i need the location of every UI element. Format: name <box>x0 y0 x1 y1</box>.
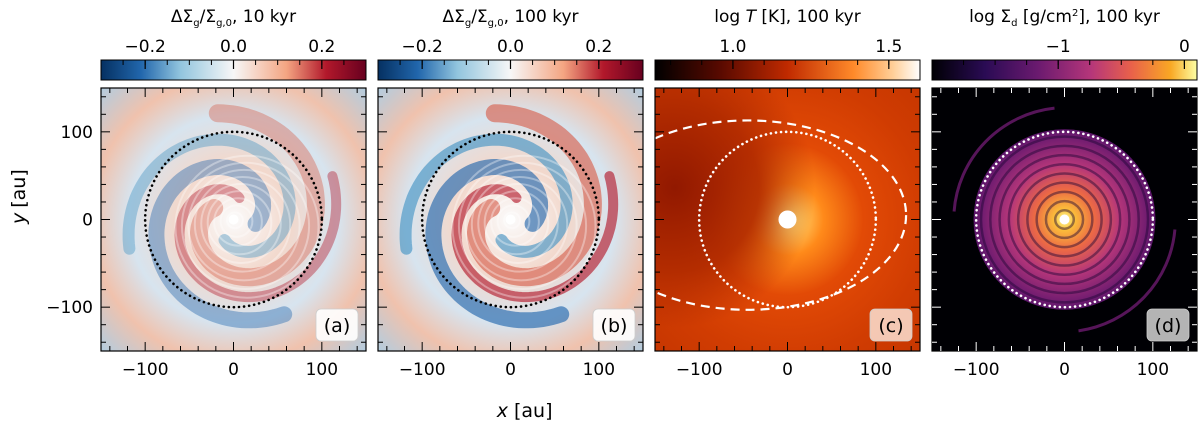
ripple <box>187 168 301 282</box>
y-axis-label-var: y <box>8 212 30 225</box>
x-tick-label: −100 <box>399 360 446 380</box>
colorbar-tick-label: −0.2 <box>125 37 166 57</box>
star <box>1059 214 1070 225</box>
ripple <box>206 190 273 256</box>
ripple <box>174 154 320 299</box>
colorbar-title: log T [K], 100 kyr <box>714 7 860 27</box>
dashed-ellipse <box>655 119 908 311</box>
ripple <box>451 154 597 299</box>
panel-label-box <box>315 308 359 342</box>
spiral-arm <box>174 171 342 303</box>
dust-gap <box>989 144 1140 295</box>
x-tick-label: 100 <box>1137 360 1169 380</box>
outer-arc <box>952 106 1055 212</box>
spiral-arm <box>425 159 570 329</box>
colorbar-tick-label: 1.5 <box>875 37 902 57</box>
dust-gap <box>998 153 1131 286</box>
colorbar <box>931 59 1198 81</box>
ripple <box>496 204 531 238</box>
colorbar-tick-label: 0.2 <box>308 37 335 57</box>
y-axis-label-unit: [au] <box>8 169 30 208</box>
x-tick-label: 100 <box>583 360 615 380</box>
panel-3: 1.0 1.5 log T [K], 100 kyr −100 0 100 (c) <box>654 7 921 380</box>
star <box>228 214 239 225</box>
x-tick-label: −100 <box>676 360 723 380</box>
panel-label: (d) <box>1155 315 1182 337</box>
ripple <box>213 197 263 247</box>
x-tick-label: 100 <box>306 360 338 380</box>
colorbar-title: ΔΣg/Σg,0, 10 kyr <box>171 7 296 29</box>
reference-circle <box>697 130 878 309</box>
star <box>505 214 516 225</box>
reference-circle <box>143 130 324 309</box>
y-tick-label: 100 <box>61 123 93 143</box>
spiral-arm <box>122 133 296 258</box>
ripple <box>200 183 282 264</box>
panel-label-box <box>592 308 636 342</box>
x-tick-label: −100 <box>122 360 169 380</box>
spiral-arm <box>399 133 573 258</box>
x-tick-label: 0 <box>505 360 516 380</box>
ripple <box>226 211 244 230</box>
x-axis-label-unit: [au] <box>514 400 553 422</box>
reference-circle <box>420 130 601 309</box>
ripple <box>503 211 521 230</box>
y-tick-label: −100 <box>46 298 93 318</box>
ripple <box>477 183 559 264</box>
dust-gap <box>1053 209 1076 230</box>
colorbar-title: log Σd [g/cm2], 100 kyr <box>969 7 1160 29</box>
dust-gap <box>1035 190 1094 249</box>
colorbar-tick-label: 0.0 <box>497 37 524 57</box>
x-tick-label: 0 <box>1059 360 1070 380</box>
panel-2: −0.2 0.0 0.2 ΔΣg/Σg,0, 100 kyr −100 0 100 (b) <box>377 7 644 380</box>
colorbar-title: ΔΣg/Σg,0, 100 kyr <box>442 7 578 29</box>
colorbar-tick-label: 0 <box>1179 37 1190 57</box>
x-tick-label: 0 <box>228 360 239 380</box>
spiral-arm <box>148 159 293 329</box>
panel-label-box <box>869 308 913 342</box>
x-tick-label: 0 <box>782 360 793 380</box>
ripple <box>464 168 578 282</box>
spiral-arm <box>467 104 602 287</box>
dust-gap <box>1007 163 1122 276</box>
y-axis-label: y [au] <box>8 169 30 225</box>
star <box>778 210 797 229</box>
x-axis-label-var: x <box>496 400 509 422</box>
ripple <box>219 204 254 238</box>
ripple <box>193 175 292 273</box>
colorbar-tick-label: 1.0 <box>719 37 746 57</box>
dust-gap <box>979 135 1150 304</box>
colorbar-tick-label: 0.0 <box>220 37 247 57</box>
panel-4: −1 0 log Σd [g/cm2], 100 kyr −100 0 100 (d) <box>931 7 1198 380</box>
y-tick-label: 0 <box>82 211 93 231</box>
panel-label: (c) <box>878 315 903 337</box>
ripple <box>470 175 569 273</box>
colorbar-tick-label: −1 <box>1046 37 1071 57</box>
reference-circle <box>974 130 1155 309</box>
colorbar-tick-label: −0.2 <box>402 37 443 57</box>
dust-gap <box>1016 172 1113 267</box>
panel-label: (a) <box>324 315 350 337</box>
ripple <box>490 197 540 247</box>
outer-arc <box>1078 229 1177 333</box>
spiral-arm <box>190 104 325 287</box>
panel-label-box <box>1146 308 1190 342</box>
x-tick-label: 100 <box>860 360 892 380</box>
panel-label: (b) <box>601 315 628 337</box>
spiral-arm <box>451 171 619 303</box>
ripple <box>180 161 311 291</box>
ripple <box>483 190 550 256</box>
panel-1: −0.2 0.0 0.2 ΔΣg/Σg,0, 10 kyr −100 0 100 −100 0 1… <box>46 7 367 380</box>
dust-gap <box>1026 181 1103 258</box>
dust-gap <box>1044 199 1085 240</box>
colorbar-tick-label: 0.2 <box>585 37 612 57</box>
colorbar <box>654 59 921 81</box>
ripple <box>457 161 588 291</box>
x-tick-label: −100 <box>953 360 1000 380</box>
